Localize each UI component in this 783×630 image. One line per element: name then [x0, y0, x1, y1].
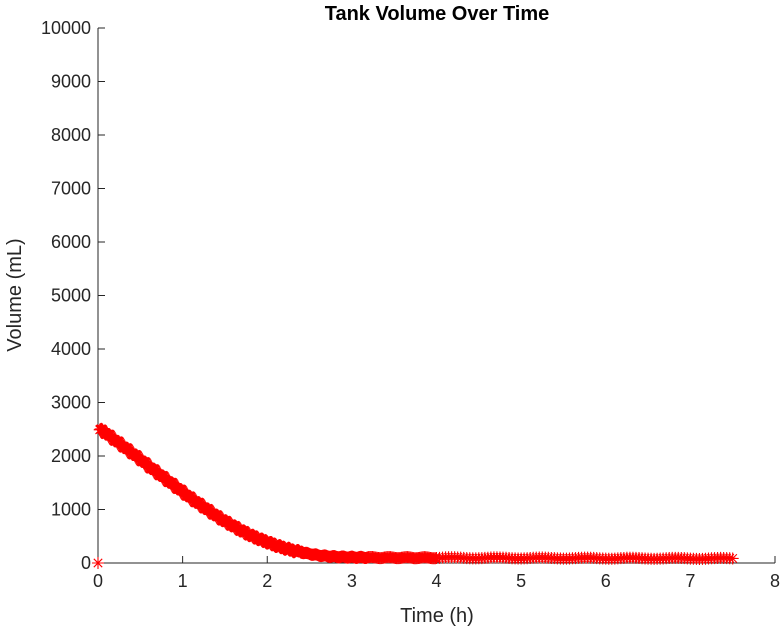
y-tick-label: 10000 [41, 18, 91, 38]
data-point [726, 552, 739, 565]
x-tick-label: 6 [601, 571, 611, 591]
y-tick-label: 6000 [51, 232, 91, 252]
x-tick-label: 2 [262, 571, 272, 591]
y-tick-label: 2000 [51, 446, 91, 466]
y-tick-label: 9000 [51, 72, 91, 92]
x-tick-label: 4 [431, 571, 441, 591]
y-tick-label: 8000 [51, 125, 91, 145]
x-tick-label: 1 [178, 571, 188, 591]
y-tick-label: 5000 [51, 286, 91, 306]
axes: 0 1 2 3 4 5 6 7 8 0 1000 2000 3000 4000 5000 6000 7000 80… [41, 18, 780, 591]
x-tick-label: 3 [347, 571, 357, 591]
x-tick-label: 7 [685, 571, 695, 591]
chart-title: Tank Volume Over Time [325, 3, 550, 25]
y-tick-label: 4000 [51, 339, 91, 359]
x-tick-label: 0 [93, 571, 103, 591]
x-tick-label: 8 [770, 571, 780, 591]
y-tick-label: 3000 [51, 393, 91, 413]
data-point [92, 557, 104, 569]
data-markers [92, 422, 739, 569]
y-tick-label: 0 [81, 553, 91, 573]
y-tick-label: 1000 [51, 500, 91, 520]
x-tick-label: 5 [516, 571, 526, 591]
y-tick-label: 7000 [51, 179, 91, 199]
x-axis-label: Time (h) [400, 605, 474, 627]
y-axis-label: Volume (mL) [4, 238, 26, 351]
